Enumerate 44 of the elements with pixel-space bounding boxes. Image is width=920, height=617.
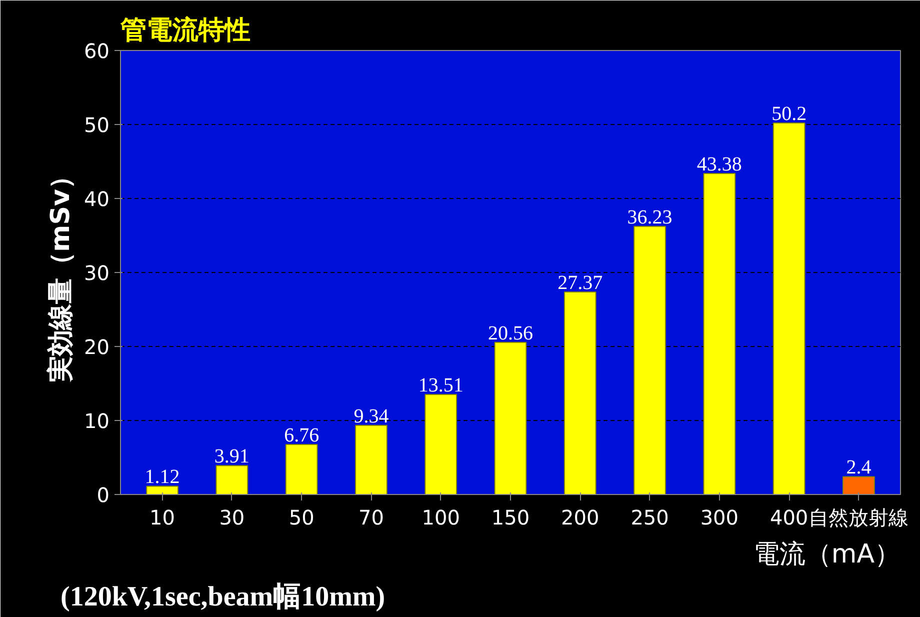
x-tick-label: 自然放射線 [808,506,909,530]
y-tick-label: 50 [84,113,110,137]
data-label: 43.38 [696,153,742,176]
x-tick-label: 70 [358,506,384,530]
bar [216,465,248,494]
data-label: 9.34 [354,405,389,428]
bar [703,172,736,494]
bar [842,476,875,494]
x-tick-label: 10 [150,506,176,530]
x-tick-label: 150 [491,506,530,530]
bar [634,226,666,494]
bar [355,424,388,494]
bar [494,342,527,494]
data-label: 3.91 [214,446,250,468]
x-tick-label: 300 [700,506,739,530]
y-axis-title: 実効線量（mSv） [46,163,76,383]
data-label: 2.4 [846,456,872,479]
chart-title: 管電流特性 [120,16,250,46]
bar [772,122,806,494]
data-label: 27.37 [558,272,603,294]
y-tick-label: 40 [84,187,110,211]
text: (120kV,1sec,beam幅10mm) [60,582,386,612]
y-tick-label: 20 [84,335,110,359]
y-tick-label: 30 [84,261,110,285]
data-label: 50.2 [772,103,807,126]
x-tick-label: 400 [770,506,808,530]
x-tick-label: 100 [422,506,460,530]
data-label: 6.76 [284,424,320,446]
bar [285,444,318,494]
bar [424,394,458,494]
y-tick-label: 10 [84,409,110,433]
x-tick-label: 50 [288,506,314,530]
y-tick-label: 60 [84,39,110,63]
data-label: 13.51 [418,374,464,397]
x-tick-label: 250 [630,506,669,530]
x-tick-label: 30 [219,506,245,530]
x-axis-title: 電流（mA） [753,540,901,570]
y-tick-label: 0 [96,483,110,507]
data-label: 36.23 [627,206,672,228]
bar [146,486,178,494]
data-label: 20.56 [488,322,533,344]
data-label: 1.12 [144,466,180,488]
bar [564,291,596,494]
x-tick-label: 200 [561,506,600,530]
